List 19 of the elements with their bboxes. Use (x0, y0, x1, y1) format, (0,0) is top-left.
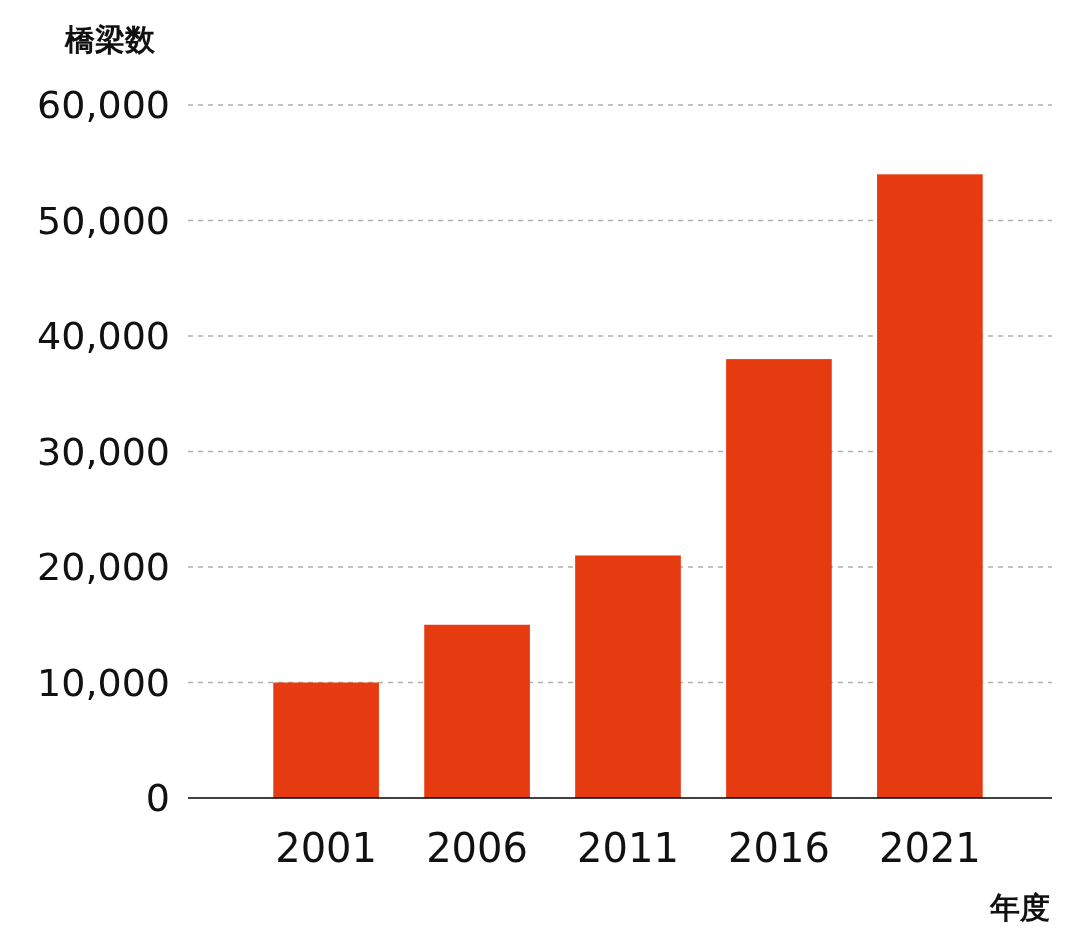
x-tick-label: 2001 (275, 825, 378, 871)
y-tick-label: 20,000 (37, 545, 170, 590)
y-tick-label: 10,000 (37, 660, 170, 705)
bar (575, 555, 681, 798)
y-axis-title: 橋梁数 (64, 22, 156, 57)
y-tick-label: 40,000 (37, 314, 170, 359)
bar (877, 174, 983, 798)
y-tick-label: 30,000 (37, 429, 170, 474)
x-tick-label: 2006 (426, 825, 528, 871)
y-tick-label: 0 (145, 776, 170, 821)
bar (726, 359, 832, 798)
bar (273, 682, 379, 798)
x-tick-label: 2021 (878, 825, 981, 871)
bar (424, 624, 530, 798)
x-tick-label: 2011 (577, 825, 679, 871)
y-tick-label: 50,000 (37, 198, 170, 243)
x-tick-label: 2016 (728, 825, 830, 871)
y-tick-label: 60,000 (37, 83, 170, 128)
x-axis-title: 年度 (989, 890, 1050, 925)
